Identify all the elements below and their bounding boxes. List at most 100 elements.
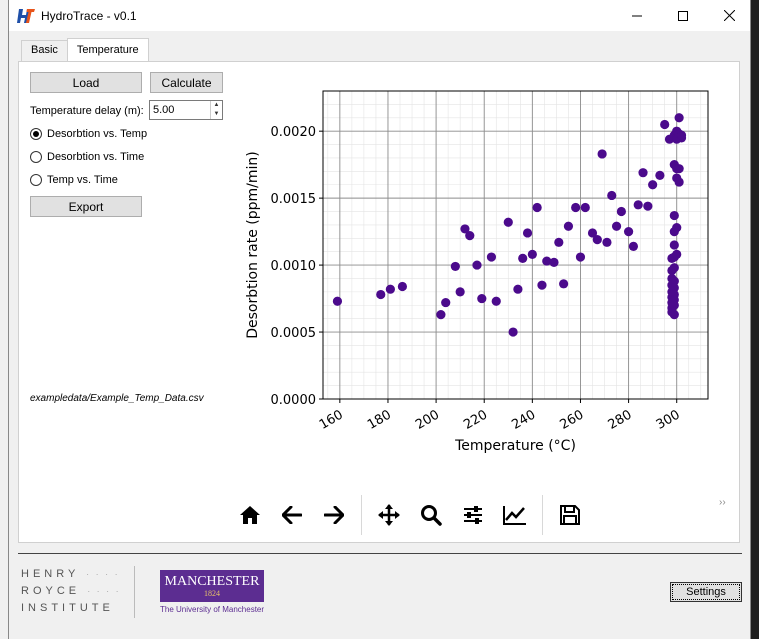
radio-indicator — [30, 151, 42, 163]
data-point — [503, 217, 513, 227]
data-point — [669, 300, 679, 310]
radio-desorbtion-vs-temp[interactable]: Desorbtion vs. Temp — [30, 128, 147, 140]
data-point — [450, 261, 460, 272]
data-point — [554, 237, 564, 247]
maximize-button[interactable] — [660, 0, 706, 31]
y-tick-label: 0.0005 — [271, 326, 317, 341]
data-point — [628, 241, 639, 251]
radio-label: Temp vs. Time — [47, 174, 118, 186]
plot-frame — [322, 90, 709, 400]
settings-button[interactable]: Settings — [670, 582, 742, 602]
data-point — [580, 202, 590, 213]
data-point — [676, 130, 687, 140]
edit-axis-icon[interactable] — [494, 497, 536, 533]
data-point — [518, 253, 528, 263]
data-point — [575, 252, 586, 262]
data-point — [522, 228, 533, 238]
data-point — [491, 296, 501, 306]
temperature-tab-panel: Load Calculate Temperature delay (m): 5.… — [18, 61, 740, 543]
y-tick-label: 0.0000 — [271, 393, 317, 408]
data-point — [633, 200, 643, 210]
x-tick-label: 260 — [557, 407, 586, 432]
temp-delay-label: Temperature delay (m): — [30, 105, 144, 117]
save-icon[interactable] — [549, 497, 591, 533]
data-point — [607, 190, 617, 201]
data-point — [549, 257, 559, 268]
hydrotrace-logo-icon — [17, 7, 35, 25]
radio-indicator — [30, 128, 42, 140]
y-tick-label: 0.0015 — [271, 192, 317, 207]
spin-arrows[interactable]: ▲ ▼ — [210, 101, 222, 119]
app-window: HydroTrace - v0.1 Basic Temperature Load… — [8, 0, 751, 639]
data-point — [592, 235, 602, 245]
data-point — [376, 289, 386, 300]
radio-temp-vs-time[interactable]: Temp vs. Time — [30, 174, 118, 186]
manchester-subtitle: The University of Manchester — [160, 605, 265, 614]
footer-divider — [18, 553, 742, 554]
radio-desorbtion-vs-time[interactable]: Desorbtion vs. Time — [30, 151, 144, 163]
calculate-button[interactable]: Calculate — [150, 72, 223, 93]
toolbar-overflow-icon[interactable]: ›› — [719, 497, 726, 508]
spin-down-icon[interactable]: ▼ — [213, 111, 220, 117]
data-point — [460, 224, 470, 234]
temp-delay-spinbox[interactable]: 5.00 ▲ ▼ — [149, 100, 223, 120]
window-title: HydroTrace - v0.1 — [41, 8, 137, 23]
data-point — [508, 327, 518, 337]
data-point — [669, 276, 679, 286]
minimize-button[interactable] — [614, 0, 660, 31]
data-point — [669, 240, 679, 250]
data-point — [669, 210, 679, 221]
y-tick-label: 0.0010 — [271, 259, 317, 274]
data-point — [611, 221, 622, 231]
data-point — [332, 296, 343, 306]
data-point — [537, 280, 547, 290]
data-point — [669, 263, 679, 273]
data-point — [643, 201, 653, 211]
export-button[interactable]: Export — [30, 196, 142, 217]
x-tick-label: 240 — [509, 407, 538, 432]
data-point — [674, 164, 684, 174]
radio-label: Desorbtion vs. Temp — [47, 128, 148, 140]
spin-up-icon[interactable]: ▲ — [213, 102, 220, 108]
toolbar-separator — [542, 495, 543, 535]
data-point — [623, 227, 634, 237]
back-arrow-icon[interactable] — [271, 497, 313, 533]
configure-subplots-icon[interactable] — [452, 497, 494, 533]
data-point — [472, 260, 482, 270]
data-point — [571, 202, 581, 213]
university-of-manchester-logo: MANCHESTER 1824 — [160, 570, 264, 602]
data-point — [477, 293, 487, 304]
temp-delay-value: 5.00 — [153, 104, 175, 116]
pan-icon[interactable] — [368, 497, 410, 533]
tab-temperature[interactable]: Temperature — [66, 38, 149, 61]
data-point — [674, 113, 684, 123]
footer-separator — [134, 566, 135, 618]
data-point — [638, 168, 648, 178]
x-tick-label: 300 — [654, 407, 683, 432]
data-point — [672, 249, 682, 259]
background-editor-right — [749, 0, 759, 639]
load-button[interactable]: Load — [30, 72, 142, 93]
x-tick-label: 200 — [413, 407, 442, 432]
data-point — [397, 281, 408, 292]
data-point — [674, 177, 684, 187]
data-point — [597, 149, 607, 159]
henry-royce-institute-logo: HENRY · · · · ROYCE · · · · INSTITUTE — [21, 568, 121, 614]
zoom-icon[interactable] — [410, 497, 452, 533]
data-point — [660, 119, 670, 130]
data-point — [465, 231, 475, 241]
data-point — [648, 180, 658, 190]
tab-basic[interactable]: Basic — [21, 40, 68, 61]
data-point — [672, 222, 682, 233]
data-point — [436, 310, 446, 320]
data-point — [385, 284, 395, 294]
home-icon[interactable] — [229, 497, 271, 533]
forward-arrow-icon[interactable] — [313, 497, 355, 533]
x-tick-label: 280 — [606, 407, 635, 432]
toolbar-separator — [361, 495, 362, 535]
radio-label: Desorbtion vs. Time — [47, 151, 145, 163]
close-button[interactable] — [706, 0, 752, 31]
desorbtion-scatter-chart[interactable]: 160 180 200 220 240 260 280 300 0.0000 0.0005 0.00… — [231, 82, 731, 462]
title-bar[interactable]: HydroTrace - v0.1 — [9, 0, 750, 31]
tab-bar: Basic Temperature — [21, 38, 149, 62]
